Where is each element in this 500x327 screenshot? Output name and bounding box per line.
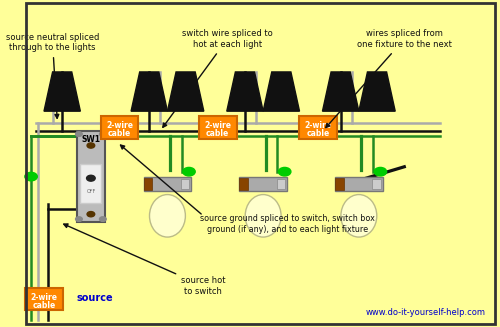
Text: source neutral spliced
through to the lights: source neutral spliced through to the li… <box>6 33 100 118</box>
Ellipse shape <box>150 195 186 237</box>
Text: switch wire spliced to
hot at each light: switch wire spliced to hot at each light <box>163 29 272 127</box>
Bar <box>144 177 192 191</box>
Circle shape <box>374 167 386 176</box>
Bar <box>144 178 152 190</box>
Bar <box>276 179 285 189</box>
Ellipse shape <box>341 195 377 237</box>
Bar <box>335 177 383 191</box>
Bar <box>239 177 287 191</box>
Text: OFF: OFF <box>86 189 96 194</box>
Bar <box>335 178 344 190</box>
Bar <box>80 164 102 203</box>
Circle shape <box>86 175 95 181</box>
Circle shape <box>100 132 106 136</box>
Text: 2-wire: 2-wire <box>304 121 332 130</box>
Circle shape <box>183 167 195 176</box>
Bar <box>239 178 248 190</box>
Polygon shape <box>359 72 395 111</box>
Bar <box>372 179 381 189</box>
Bar <box>76 131 105 222</box>
FancyBboxPatch shape <box>199 116 236 139</box>
FancyBboxPatch shape <box>300 116 337 139</box>
Circle shape <box>87 143 94 148</box>
Text: cable: cable <box>32 301 56 310</box>
Text: source hot
to switch: source hot to switch <box>64 224 226 296</box>
Text: cable: cable <box>206 129 230 138</box>
Text: SW1: SW1 <box>82 135 100 145</box>
Circle shape <box>100 217 106 221</box>
Bar <box>181 179 190 189</box>
Polygon shape <box>263 72 300 111</box>
Text: cable: cable <box>108 129 131 138</box>
FancyBboxPatch shape <box>25 288 63 311</box>
Text: 2-wire: 2-wire <box>30 293 58 302</box>
Circle shape <box>76 217 82 221</box>
Circle shape <box>87 212 94 217</box>
Text: 2-wire: 2-wire <box>106 121 133 130</box>
Circle shape <box>278 167 291 176</box>
Polygon shape <box>322 72 359 111</box>
Ellipse shape <box>245 195 281 237</box>
Polygon shape <box>131 72 168 111</box>
Text: wires spliced from
one fixture to the next: wires spliced from one fixture to the ne… <box>326 29 452 128</box>
Text: source ground spliced to switch, switch box
ground (if any), and to each light f: source ground spliced to switch, switch … <box>200 214 374 233</box>
Text: source: source <box>76 293 113 303</box>
Circle shape <box>76 132 82 136</box>
Text: 2-wire: 2-wire <box>204 121 231 130</box>
Text: www.do-it-yourself-help.com: www.do-it-yourself-help.com <box>366 308 486 317</box>
Polygon shape <box>227 72 263 111</box>
Polygon shape <box>44 72 80 111</box>
Polygon shape <box>168 72 204 111</box>
Circle shape <box>25 172 38 181</box>
FancyBboxPatch shape <box>100 116 138 139</box>
Text: cable: cable <box>306 129 330 138</box>
